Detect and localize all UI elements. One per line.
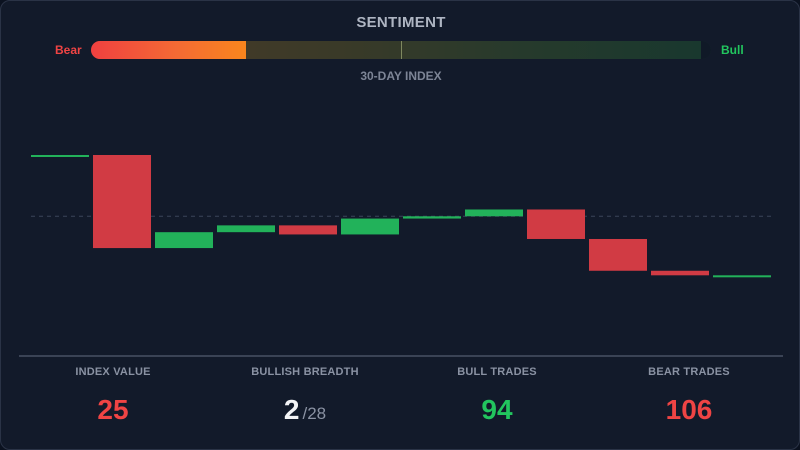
stat-bull-trades: BULL TRADES 94 — [402, 366, 592, 426]
stat-value: 94 — [481, 394, 513, 425]
waterfall-bar — [155, 232, 213, 249]
stat-value: 106 — [665, 394, 713, 425]
stats-divider — [19, 355, 783, 357]
waterfall-chart — [31, 155, 771, 278]
waterfall-bar — [31, 155, 89, 157]
waterfall-bar — [651, 270, 709, 276]
bull-label: Bull — [721, 43, 744, 57]
waterfall-bar — [527, 209, 585, 239]
stat-value: 2/28 — [283, 394, 327, 425]
stat-label: BULLISH BREADTH — [251, 366, 359, 378]
waterfall-bar — [403, 216, 461, 219]
waterfall-bar — [341, 218, 399, 235]
stat-label: BULL TRADES — [457, 366, 537, 378]
waterfall-bar — [93, 155, 151, 249]
stat-bullish-breadth: BULLISH BREADTH 2/28 — [210, 366, 400, 426]
sentiment-gauge-fill — [91, 41, 246, 59]
stat-label: BEAR TRADES — [648, 366, 730, 378]
sentiment-gauge-midpoint — [401, 41, 402, 59]
waterfall-bar — [465, 209, 523, 217]
waterfall-bar — [589, 238, 647, 271]
bear-label: Bear — [55, 43, 82, 57]
stat-value: 25 — [97, 394, 129, 425]
chart-subtitle: 30-DAY INDEX — [360, 69, 442, 83]
card-title: SENTIMENT — [356, 14, 446, 31]
waterfall-bar — [279, 225, 337, 235]
stat-index-value: INDEX VALUE 25 — [18, 366, 208, 426]
sentiment-gauge — [91, 41, 711, 59]
sentiment-gauge-endcap — [701, 41, 711, 59]
stat-bear-trades: BEAR TRADES 106 — [594, 366, 784, 426]
waterfall-bar — [713, 275, 771, 278]
stat-label: INDEX VALUE — [75, 366, 151, 378]
waterfall-bar — [217, 225, 275, 233]
